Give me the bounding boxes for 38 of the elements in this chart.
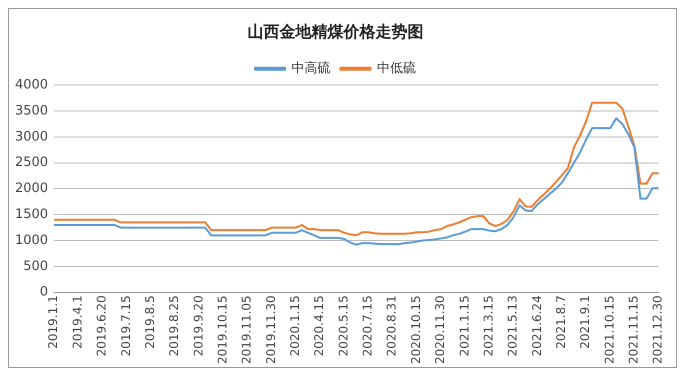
x-tick-label: 2021.10.15 bbox=[602, 295, 616, 364]
x-tick-label: 2020.11.30 bbox=[433, 295, 448, 364]
x-tick-label: 2019.11.05 bbox=[240, 295, 254, 364]
x-tick-label: 2020.1.15 bbox=[288, 295, 302, 356]
y-tick-label: 1500 bbox=[14, 207, 48, 222]
x-tick-label: 2021.9.1 bbox=[578, 295, 592, 349]
legend-label: 中低硫 bbox=[377, 61, 416, 76]
x-tick-label: 2019.6.20 bbox=[94, 295, 109, 356]
x-tick-label: 2020.5.15 bbox=[336, 295, 350, 356]
x-tick-label: 2021.3.15 bbox=[481, 295, 496, 356]
x-tick-label: 2019.10.15 bbox=[215, 295, 230, 364]
x-tick-label: 2019.1.1 bbox=[46, 295, 60, 349]
x-tick-label: 2021.5.13 bbox=[506, 295, 520, 356]
x-tick-label: 2020.4.15 bbox=[312, 295, 326, 356]
x-tick-label: 2021.12.30 bbox=[650, 295, 665, 364]
y-tick-label: 4000 bbox=[14, 78, 48, 93]
x-tick-label: 2021.11.15 bbox=[626, 295, 641, 364]
x-tick-label: 2020.10.15 bbox=[408, 295, 423, 364]
x-tick-label: 2021.6.24 bbox=[530, 295, 544, 356]
y-tick-label: 0 bbox=[40, 284, 48, 300]
chart-title: 山西金地精煤价格走势图 bbox=[248, 22, 424, 41]
x-tick-label: 2021.8.7 bbox=[554, 295, 568, 349]
y-tick-label: 1000 bbox=[14, 232, 48, 248]
x-tick-label: 2019.7.15 bbox=[118, 295, 133, 356]
x-tick-label: 2019.4.1 bbox=[70, 295, 84, 349]
x-tick-label: 2019.8.5 bbox=[142, 295, 157, 349]
y-tick-label: 3500 bbox=[14, 103, 48, 118]
legend-label: 中高硫 bbox=[292, 60, 330, 76]
x-tick-label: 2019.9.20 bbox=[191, 295, 206, 356]
y-tick-label: 2500 bbox=[14, 155, 48, 170]
y-tick-label: 500 bbox=[23, 258, 48, 274]
x-tick-label: 2019.11.30 bbox=[264, 295, 278, 364]
y-tick-label: 3000 bbox=[14, 129, 48, 144]
x-tick-label: 2020.7.15 bbox=[360, 295, 375, 356]
x-tick-label: 2020.8.31 bbox=[384, 295, 399, 356]
x-tick-label: 2021.1.15 bbox=[457, 295, 472, 356]
x-tick-label: 2019.8.25 bbox=[167, 295, 182, 356]
y-tick-label: 2000 bbox=[14, 181, 48, 196]
